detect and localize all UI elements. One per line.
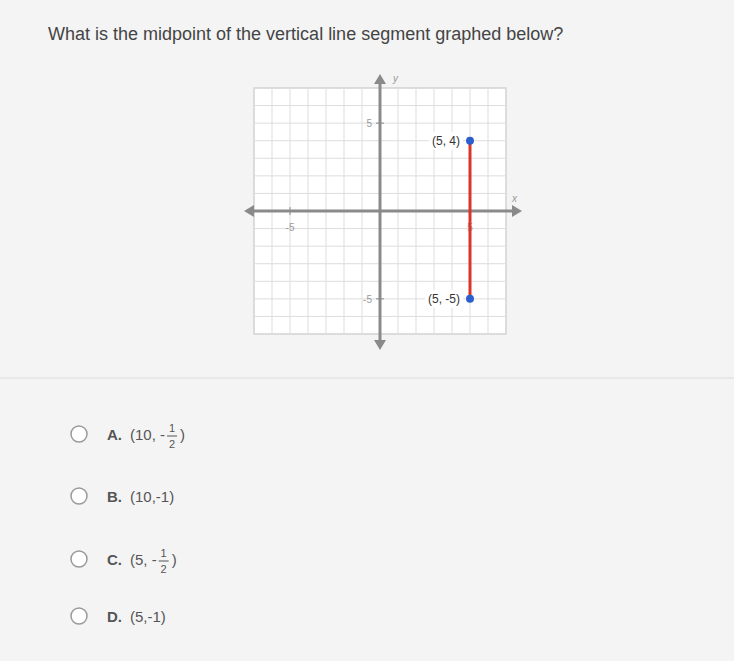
x-axis-label: x <box>511 193 518 204</box>
y-arrow <box>374 74 386 84</box>
fraction-den: 2 <box>169 438 175 450</box>
y-tick-label: -5 <box>363 294 372 305</box>
y-axis-label: y <box>392 73 399 84</box>
y-arrow <box>374 340 386 350</box>
grid-line <box>290 88 291 334</box>
option-text: (5, - <box>130 551 157 568</box>
segment <box>469 141 472 299</box>
x-axis <box>252 210 512 213</box>
option-text: (5,-1) <box>130 608 166 625</box>
background <box>0 0 734 661</box>
marks <box>466 137 474 303</box>
y-tick <box>376 298 384 299</box>
option-letter: D. <box>107 608 122 625</box>
fraction-bar <box>159 561 169 562</box>
fraction-bar <box>167 436 177 437</box>
axes <box>244 74 522 350</box>
option-text: (10, - <box>130 426 165 443</box>
point <box>466 137 474 145</box>
x-tick-label: -5 <box>286 222 295 233</box>
option-text: ) <box>180 426 185 443</box>
y-tick <box>376 123 384 124</box>
fraction-num: 1 <box>161 547 167 559</box>
option-letter: B. <box>107 488 122 505</box>
y-tick-label: 5 <box>366 118 372 129</box>
fraction-num: 1 <box>169 422 175 434</box>
page: What is the midpoint of the vertical lin… <box>0 0 734 661</box>
option-text: ) <box>172 551 177 568</box>
x-arrow <box>512 205 522 217</box>
y-axis <box>379 84 382 340</box>
label-bg <box>429 132 463 150</box>
radio[interactable] <box>71 551 87 567</box>
question: What is the midpoint of the vertical lin… <box>48 24 563 44</box>
option-letter: A. <box>107 426 122 443</box>
point <box>466 295 474 303</box>
radio[interactable] <box>71 488 87 504</box>
option-text: (10,-1) <box>130 488 174 505</box>
point-label: (5, 4) <box>432 134 460 148</box>
radio[interactable] <box>71 608 87 624</box>
grid-line <box>254 123 506 124</box>
option-letter: C. <box>107 551 122 568</box>
x-tick <box>290 207 291 215</box>
fraction-den: 2 <box>161 563 167 575</box>
x-arrow <box>244 205 254 217</box>
separator <box>0 378 734 379</box>
label-bg <box>425 290 463 308</box>
point-label: (5, -5) <box>428 292 460 306</box>
radio[interactable] <box>71 426 87 442</box>
